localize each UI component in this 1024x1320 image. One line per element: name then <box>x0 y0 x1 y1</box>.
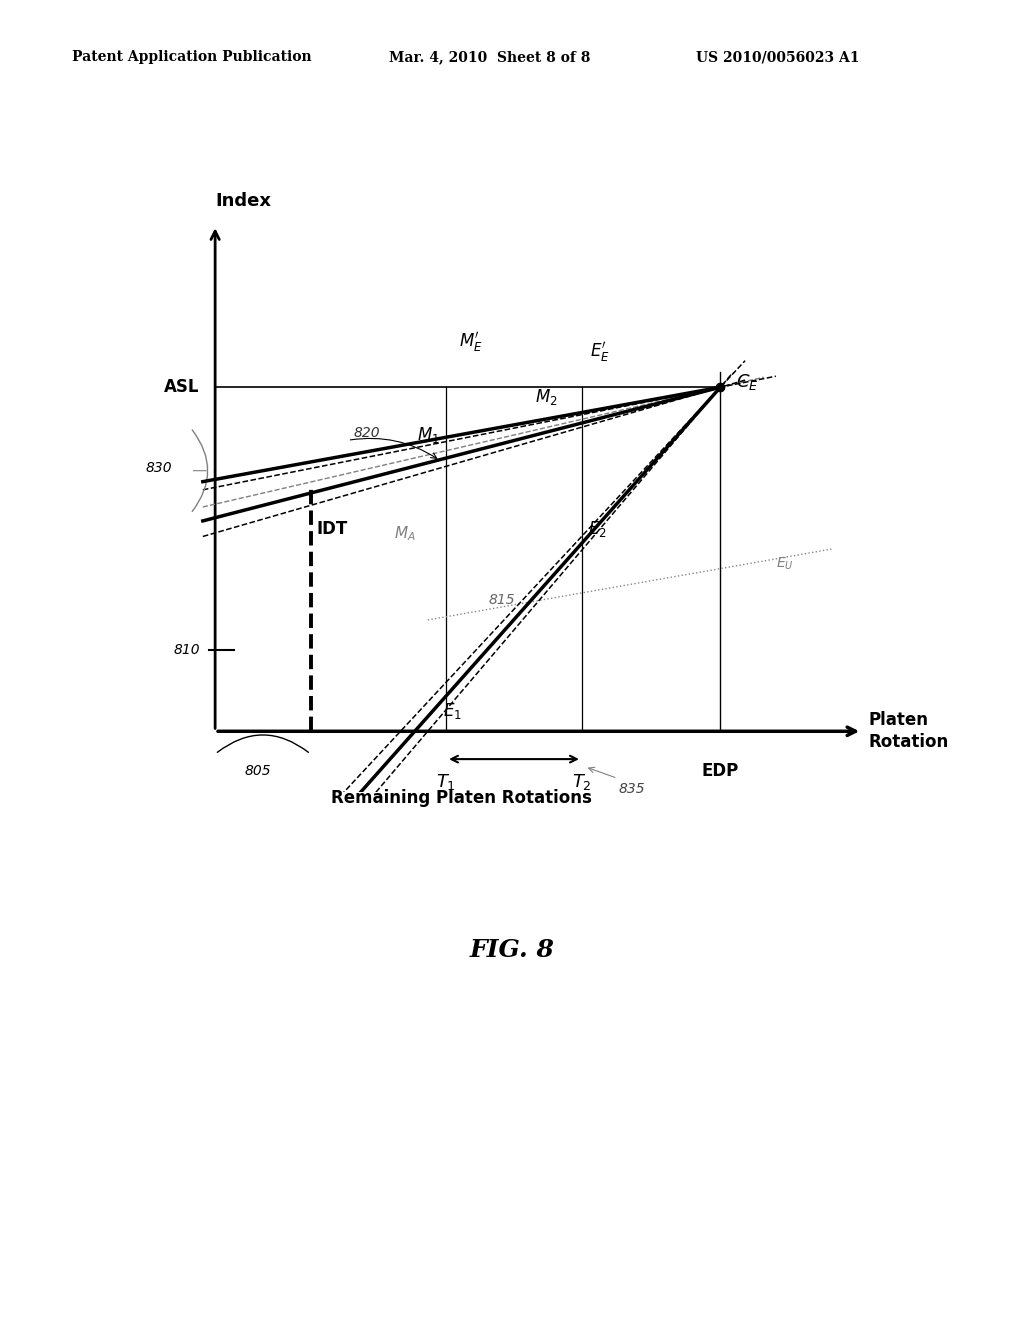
Text: IDT: IDT <box>316 520 348 537</box>
Text: 835: 835 <box>618 781 645 796</box>
Text: Index: Index <box>215 193 271 210</box>
Text: ASL: ASL <box>164 379 200 396</box>
Text: FIG. 8: FIG. 8 <box>470 939 554 962</box>
Text: $E_E'$: $E_E'$ <box>591 339 610 364</box>
Text: Mar. 4, 2010  Sheet 8 of 8: Mar. 4, 2010 Sheet 8 of 8 <box>389 50 591 65</box>
Text: 810: 810 <box>173 643 200 657</box>
Text: $M_2$: $M_2$ <box>535 388 557 408</box>
Text: 815: 815 <box>488 593 515 607</box>
Text: 820: 820 <box>353 426 380 440</box>
Text: $M_E'$: $M_E'$ <box>459 330 482 354</box>
Text: $T_2$: $T_2$ <box>572 772 592 792</box>
Text: Remaining Platen Rotations: Remaining Platen Rotations <box>331 789 592 808</box>
Text: $E_U$: $E_U$ <box>776 556 794 573</box>
Text: 805: 805 <box>245 764 271 779</box>
Text: $E_1$: $E_1$ <box>443 701 462 721</box>
Text: $T_1$: $T_1$ <box>436 772 456 792</box>
Text: $M_1$: $M_1$ <box>418 425 440 445</box>
Text: US 2010/0056023 A1: US 2010/0056023 A1 <box>696 50 860 65</box>
Text: EDP: EDP <box>701 762 739 780</box>
Text: Patent Application Publication: Patent Application Publication <box>72 50 311 65</box>
Text: Platen
Rotation: Platen Rotation <box>868 711 948 751</box>
Text: 830: 830 <box>145 461 172 475</box>
Text: $M_A$: $M_A$ <box>394 524 416 544</box>
Text: $C_E$: $C_E$ <box>736 372 759 392</box>
Text: $E_2$: $E_2$ <box>588 519 606 539</box>
